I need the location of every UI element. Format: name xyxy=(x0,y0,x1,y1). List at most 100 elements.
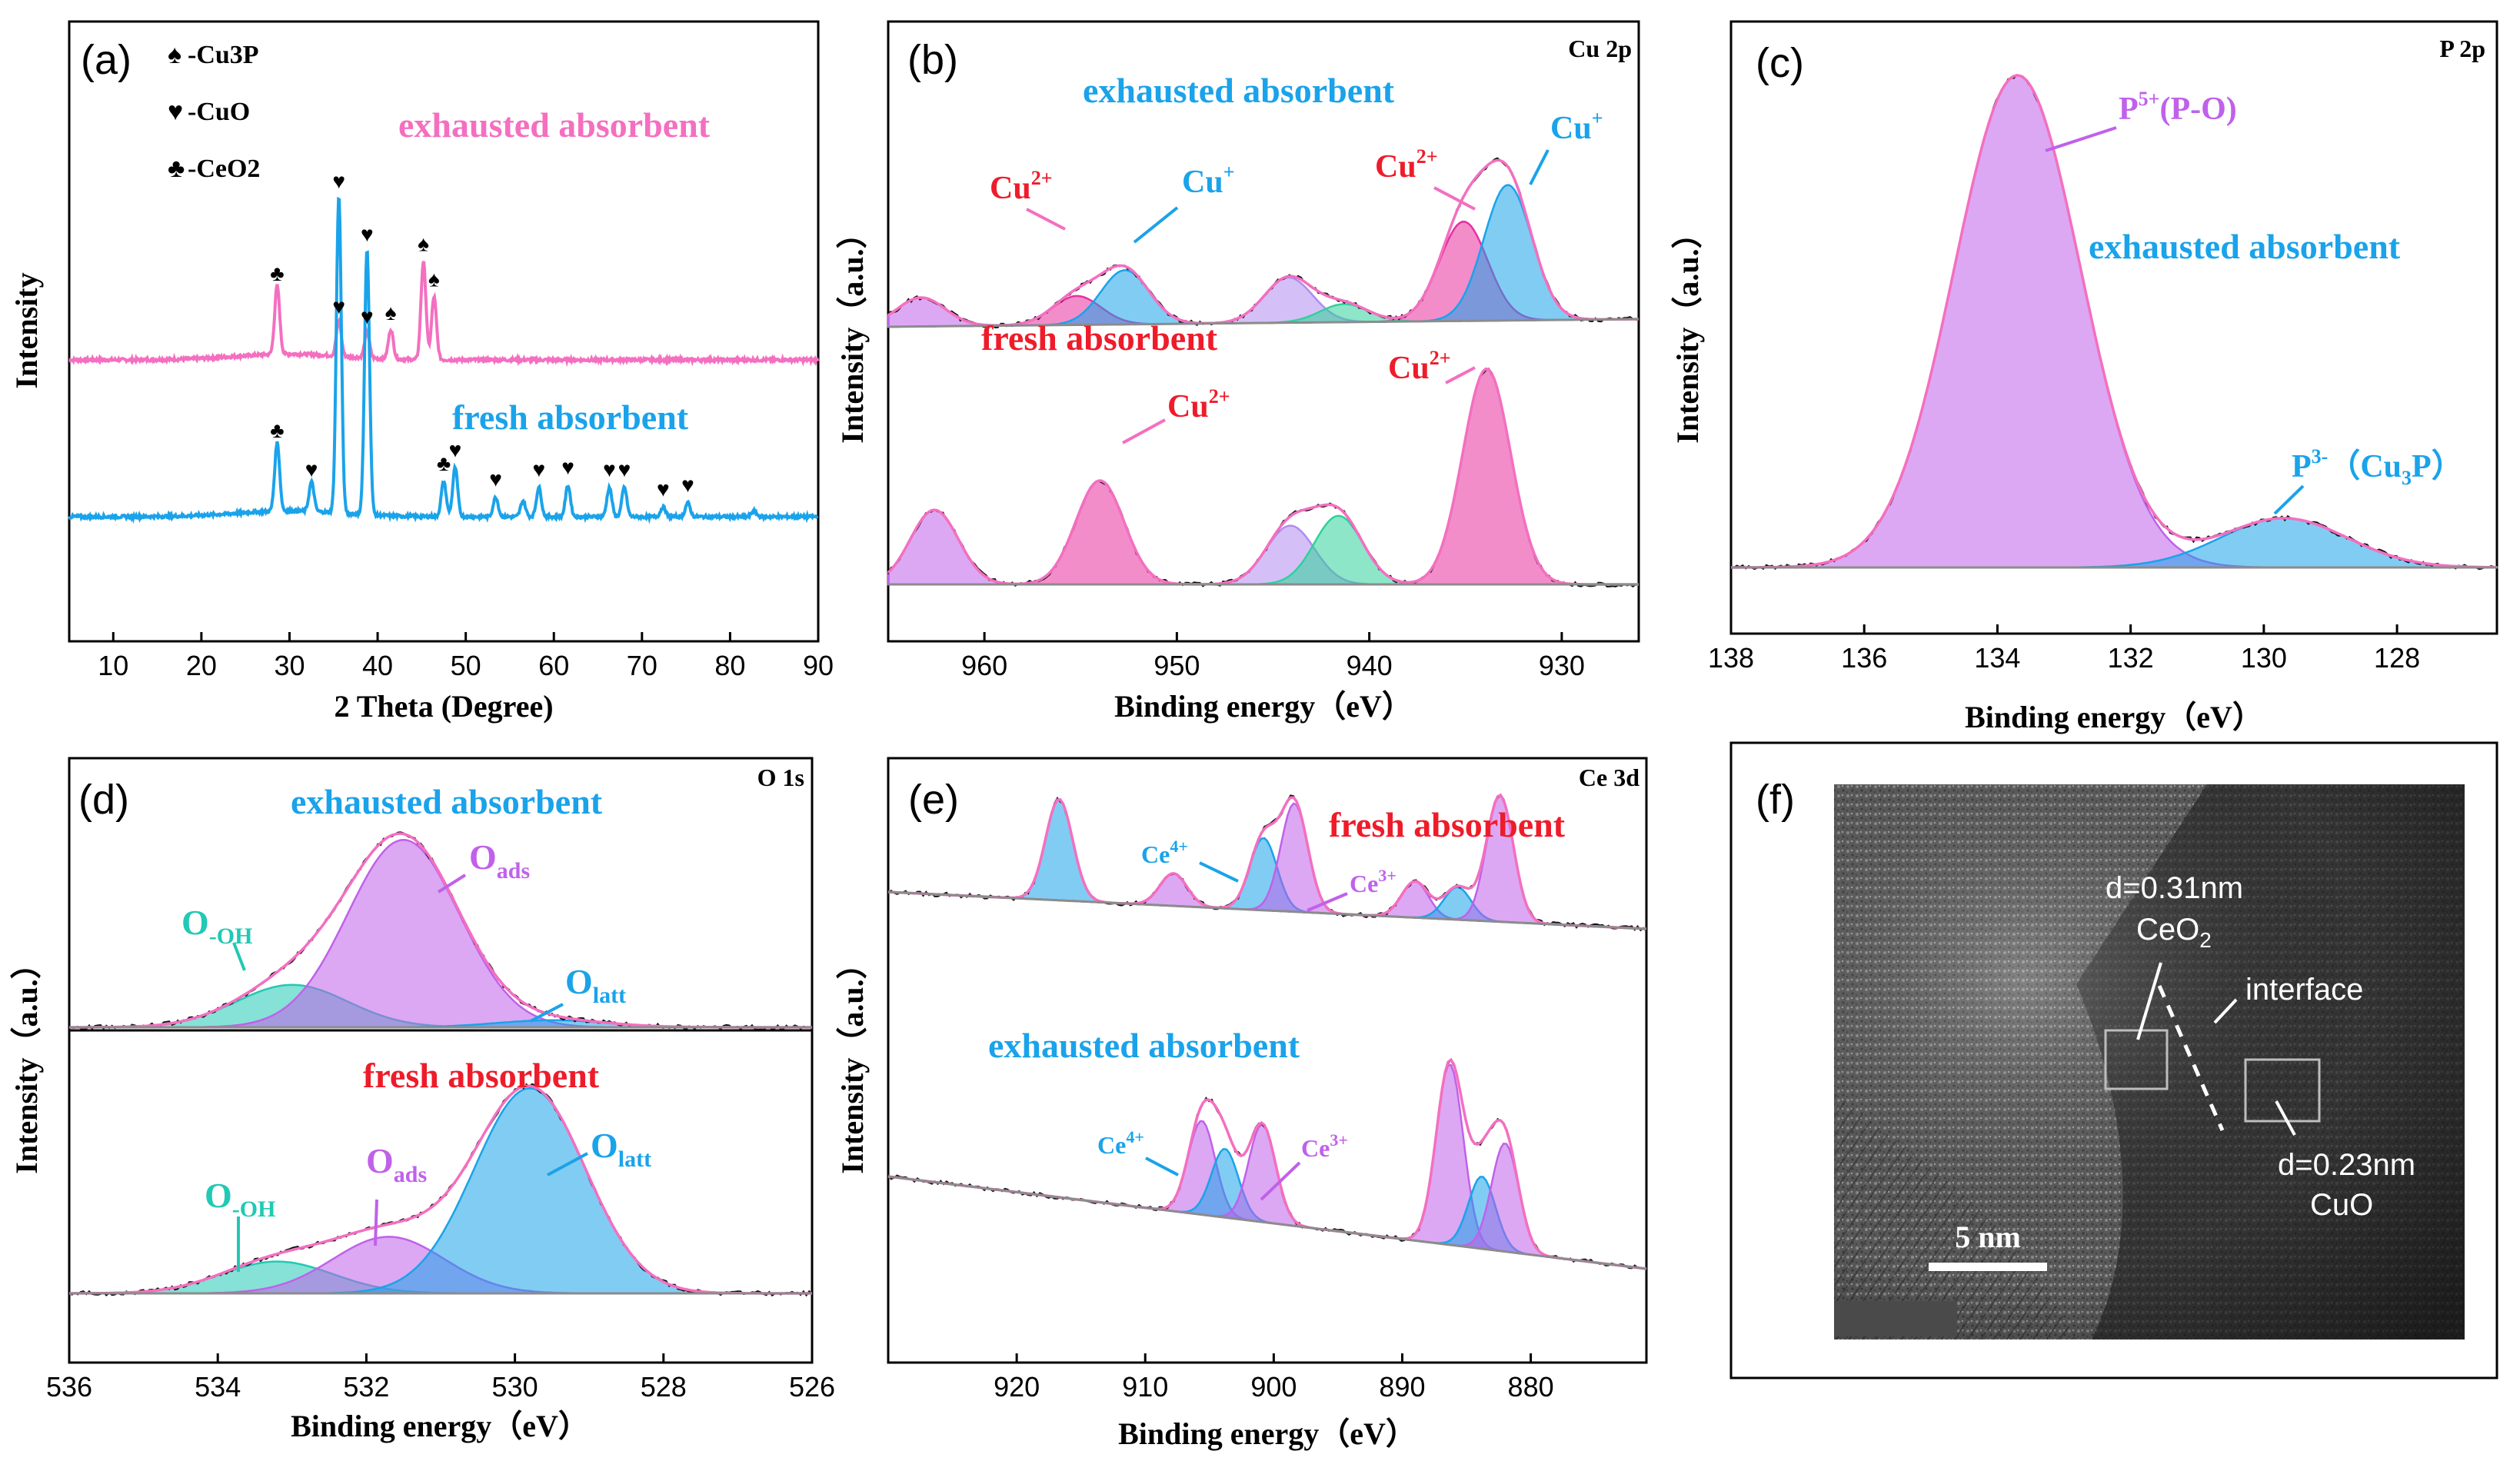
panel-a-tag: (a) xyxy=(81,37,131,83)
xrd-peak-marker: ♥ xyxy=(489,468,502,492)
tem-d1-label: d=0.31nm xyxy=(2106,871,2243,905)
tem-bottom-bar xyxy=(1834,1301,1957,1336)
legend-cu3p-label: -Cu3P xyxy=(188,41,259,69)
b-label-cu2p-left: Cu2+ xyxy=(990,167,1053,206)
tem-interface-dash xyxy=(2157,985,2225,1131)
xrd-peak-marker: ♥ xyxy=(332,295,345,319)
panel-f: (f) d=0.31nm CeO2 interface d=0.23nm CuO… xyxy=(1729,741,2498,1379)
panel-c-xtick-label: 130 xyxy=(2241,642,2287,674)
xrd-peak-marker: ♠ xyxy=(385,301,397,325)
tem-pointer-interface xyxy=(2213,998,2238,1024)
e-arrow-ce3-top xyxy=(1307,892,1348,912)
panel-e: 920 910 900 890 880 (e) Ce 3d fresh absorben… xyxy=(835,757,1648,1451)
panel-e-traces xyxy=(887,793,1647,1270)
d-arrow-ooh-top xyxy=(232,942,246,971)
panel-c-xtick-label: 128 xyxy=(2374,642,2420,674)
panel-e-x-ticks: 920 910 900 890 880 xyxy=(994,1353,1554,1403)
panel-d-xtick-label: 528 xyxy=(641,1371,687,1403)
d-label-oads-bottom: Oads xyxy=(366,1141,427,1187)
panel-c-component-0-0 xyxy=(1731,74,2497,569)
e-label-ce4-top: Ce4+ xyxy=(1141,837,1188,868)
panel-b-frame xyxy=(887,20,1640,643)
tem-cuo-label: CuO xyxy=(2310,1188,2373,1222)
tem-shading xyxy=(1834,784,2465,1340)
panel-e-annotations: Ce4+ Ce3+ Ce4+ Ce3+ xyxy=(1097,837,1396,1201)
b-arrow-cu2p-right xyxy=(1433,186,1476,211)
c-label-p5: P5+(P-O) xyxy=(2119,88,2237,127)
panel-a-xtick-label: 40 xyxy=(362,650,393,681)
b-label-cuplus-left: Cu+ xyxy=(1182,161,1235,200)
panel-e-exhausted-label: exhausted absorbent xyxy=(988,1026,1300,1065)
tem-micrograph xyxy=(1834,784,2465,1340)
tem-ceo2-label: CeO2 xyxy=(2136,913,2212,952)
xrd-peak-marker: ♥ xyxy=(449,438,462,462)
b-label-cu2p-fresh-right: Cu2+ xyxy=(1388,347,1451,386)
panel-c-xtick-label: 138 xyxy=(1708,642,1754,674)
e-label-ce3-top: Ce3+ xyxy=(1350,866,1396,897)
panel-a-exhausted-label: exhausted absorbent xyxy=(398,105,711,145)
panel-a-xtick-label: 10 xyxy=(98,650,128,681)
xrd-peak-marker: ♥ xyxy=(332,170,345,194)
panel-d-exhausted-label: exhausted absorbent xyxy=(291,782,603,821)
panel-c-y-axis-title: Intensity（a.u.） xyxy=(1670,218,1705,443)
panel-b-x-axis-title: Binding energy（eV） xyxy=(1114,689,1413,724)
panel-d-frame xyxy=(68,757,814,1364)
panel-e-frame xyxy=(887,757,1648,1364)
panel-c-envelope-0 xyxy=(1731,74,2498,569)
panel-d: 536 534 532 530 528 526 (d) O 1s exhausted ab… xyxy=(9,757,835,1443)
panel-d-tag: (d) xyxy=(78,777,129,823)
panel-b-xtick-label: 960 xyxy=(961,650,1007,681)
tem-box-ceo2 xyxy=(2104,1029,2169,1090)
panel-b-xtick-label: 940 xyxy=(1347,650,1393,681)
tem-d2-label: d=0.23nm xyxy=(2278,1148,2415,1182)
panel-e-xtick-label: 890 xyxy=(1379,1371,1425,1403)
tem-pointer-ceo2 xyxy=(2136,962,2162,1040)
panel-c-x-axis-title: Binding energy（eV） xyxy=(1965,700,2263,734)
panel-b-x-ticks: 960 950 940 930 xyxy=(961,632,1585,681)
panel-d-xtick-label: 532 xyxy=(343,1371,389,1403)
panel-b-tag: (b) xyxy=(907,37,958,83)
panel-a-xtick-label: 50 xyxy=(451,650,481,681)
e-label-ce4-bottom: Ce4+ xyxy=(1097,1127,1144,1159)
panel-e-xtick-label: 910 xyxy=(1122,1371,1168,1403)
e-label-ce3-bottom: Ce3+ xyxy=(1301,1130,1348,1162)
panel-a-xtick-label: 20 xyxy=(186,650,217,681)
panel-b-baseline-0 xyxy=(887,318,1639,328)
xrd-peak-marker: ♣ xyxy=(437,452,451,476)
panel-d-xtick-label: 536 xyxy=(46,1371,92,1403)
panel-c-tag: (c) xyxy=(1756,40,1804,86)
panel-d-x-axis-title: Binding energy（eV） xyxy=(291,1409,589,1443)
xrd-trace-fresh xyxy=(68,196,819,524)
panel-a-xtick-label: 90 xyxy=(803,650,834,681)
panel-e-xtick-label: 880 xyxy=(1508,1371,1554,1403)
panel-e-corner-label: Ce 3d xyxy=(1579,764,1639,791)
panel-e-xtick-label: 920 xyxy=(994,1371,1040,1403)
tem-box-cuo xyxy=(2244,1058,2321,1123)
b-arrow-cuplus-left xyxy=(1133,206,1179,244)
xrd-peak-marker: ♥ xyxy=(681,474,694,498)
b-label-cu2p-right: Cu2+ xyxy=(1375,145,1438,185)
panel-a-x-ticks: 10 20 30 40 50 60 70 80 90 xyxy=(98,632,834,681)
panel-b-traces xyxy=(887,157,1639,588)
xrd-peak-marker: ♥ xyxy=(361,223,374,247)
panel-c-x-ticks: 138 136 134 132 130 128 xyxy=(1708,624,2420,674)
panel-b-fresh-label: fresh absorbent xyxy=(981,318,1218,358)
panel-b-annotations: Cu2+ Cu+ Cu2+ Cu+ Cu2+ Cu2+ xyxy=(990,107,1603,444)
xrd-peak-marker: ♥ xyxy=(603,458,616,482)
d-label-ooh-top: O-OH xyxy=(181,903,252,949)
d-label-olatt-bottom: Olatt xyxy=(591,1126,651,1172)
panel-d-xtick-label: 534 xyxy=(195,1371,241,1403)
panel-d-x-ticks: 536 534 532 530 528 526 xyxy=(46,1353,835,1403)
panel-d-y-axis-title: Intensity（a.u.） xyxy=(9,948,44,1173)
c-arrow-p3 xyxy=(2273,484,2305,515)
tem-scale-label: 5 nm xyxy=(1955,1220,2021,1254)
panel-c: 138 136 134 132 130 128 (c) P 2p exhausted ab… xyxy=(1670,20,2498,734)
panel-f-tag: (f) xyxy=(1756,777,1795,823)
xrd-peak-marker: ♥ xyxy=(618,458,631,482)
panel-a-xtick-label: 60 xyxy=(538,650,569,681)
panel-c-frame xyxy=(1729,20,2498,635)
panel-d-fresh-label: fresh absorbent xyxy=(363,1056,600,1095)
e-arrow-ce4-bottom xyxy=(1145,1156,1179,1176)
panel-a: 10 20 30 40 50 60 70 80 90 ♣♥ ♥ ♠♠♠♣♥♥♥♣♥♥ ♥ ♥ ♥ ♥♥ ♥ (… xyxy=(9,20,834,724)
panel-b-corner-label: Cu 2p xyxy=(1568,35,1632,62)
